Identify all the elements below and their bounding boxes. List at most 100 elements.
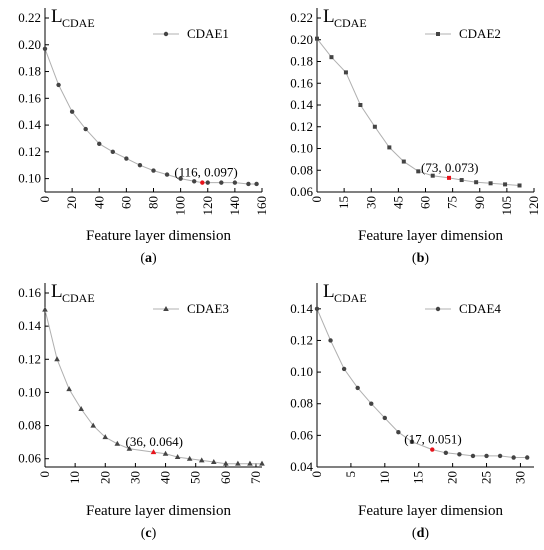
data-point [246,181,251,187]
x-tick-label: 30 [512,471,527,484]
legend-marker [436,32,440,36]
series-line [44,309,262,465]
x-tick-label: 10 [377,471,392,484]
x-axis-title: Feature layer dimension [86,503,231,519]
data-point [259,460,265,466]
data-point [488,181,493,186]
y-tick-label: 0.22 [18,10,41,25]
x-tick-label: 0 [309,471,324,478]
panel-caption: (d) [412,526,429,541]
data-point [355,385,360,391]
x-tick-label: 20 [445,471,460,484]
y-tick-label: 0.14 [18,117,41,132]
panel-d: 0.04 0.06 0.08 0.10 0.12 0.14 0 5 10 15 20 25 30 L CDA… [272,275,544,550]
data-point [315,36,319,41]
chart-d: 0.040.060.080.100.120.140 5 10 15 20 25 30L CDA… [290,281,534,541]
data-point [219,180,224,185]
x-tick-label: 60 [218,471,233,484]
x-axis-title: Feature layer dimension [358,228,503,244]
x-tick-label: 30 [363,196,378,209]
data-point [328,338,333,343]
data-point [247,460,253,466]
data-point [358,103,363,107]
x-tick-label: 5 [343,471,358,478]
data-point [459,178,464,183]
data-point [162,450,169,456]
x-tick-label: 0 [37,196,52,203]
y-tick-label: 0.18 [18,64,41,79]
data-point [372,124,377,129]
data-point [430,173,435,178]
data-point [382,415,388,421]
series-line [316,38,520,186]
data-point [205,180,210,185]
x-tick-label: 15 [336,196,351,209]
legend-label: CDAE4 [459,301,501,316]
y-axis-label-subscript: CDAE [62,291,95,305]
legend-label: CDAE2 [459,26,501,41]
highlight-point [150,449,157,455]
data-point [369,401,374,406]
data-point [186,455,193,461]
highlight-point [200,180,205,185]
y-axis-label: L [51,281,63,302]
data-point [90,422,97,428]
data-point [470,453,476,459]
data-point [511,455,516,460]
data-point [178,176,183,181]
x-tick-label: 140 [227,196,242,216]
data-point [503,182,508,187]
series-line [316,308,528,458]
x-tick-label: 60 [418,196,433,209]
highlight-annotation: (116, 0.097) [174,165,237,180]
data-point [396,430,401,435]
data-point [235,460,241,466]
highlight-annotation: (17, 0.051) [404,432,461,447]
x-tick-label: 20 [97,471,112,484]
data-point [341,366,347,372]
highlight-point [447,175,452,180]
data-point [343,70,348,75]
x-tick-label: 75 [445,196,460,209]
data-point [457,452,462,457]
y-tick-label: 0.04 [290,459,313,474]
data-point [137,163,143,168]
data-point [124,156,129,161]
data-point [484,453,489,459]
highlight-annotation: (36, 0.064) [126,434,183,449]
data-point [223,460,229,466]
data-point [83,126,88,132]
y-axis-label-subscript: CDAE [334,16,367,30]
data-point [232,180,238,185]
data-point [517,183,522,188]
x-tick-label: 30 [127,471,142,484]
legend-label: CDAE1 [187,26,229,41]
y-tick-label: 0.08 [290,396,313,411]
y-tick-label: 0.12 [18,351,41,366]
y-axis-label: L [323,281,335,302]
panel-caption: (a) [140,251,157,266]
y-tick-label: 0.16 [290,75,313,90]
data-point [164,172,170,177]
data-point [78,406,84,411]
x-axis-title: Feature layer dimension [86,228,231,244]
data-point [401,159,406,164]
data-point [443,450,449,455]
y-axis-label: L [51,6,63,27]
data-point [54,356,60,362]
x-tick-label: 70 [248,471,263,484]
data-point [409,439,415,444]
x-tick-label: 100 [173,196,188,216]
x-tick-label: 80 [146,196,161,209]
x-tick-label: 120 [526,196,541,216]
y-tick-label: 0.16 [18,90,41,105]
legend-marker [435,306,441,312]
x-tick-label: 25 [479,471,494,484]
chart-b: 0.06 0.08 0.10 0.12 0.14 0.16 0.18 0.20 0.22 0 15 3… [290,6,541,266]
y-tick-label: 0.20 [290,32,313,47]
data-point [151,168,156,173]
x-tick-label: 40 [91,196,106,209]
y-tick-label: 0.14 [290,301,313,316]
y-tick-label: 0.14 [18,318,41,333]
y-tick-label: 0.12 [290,119,313,134]
